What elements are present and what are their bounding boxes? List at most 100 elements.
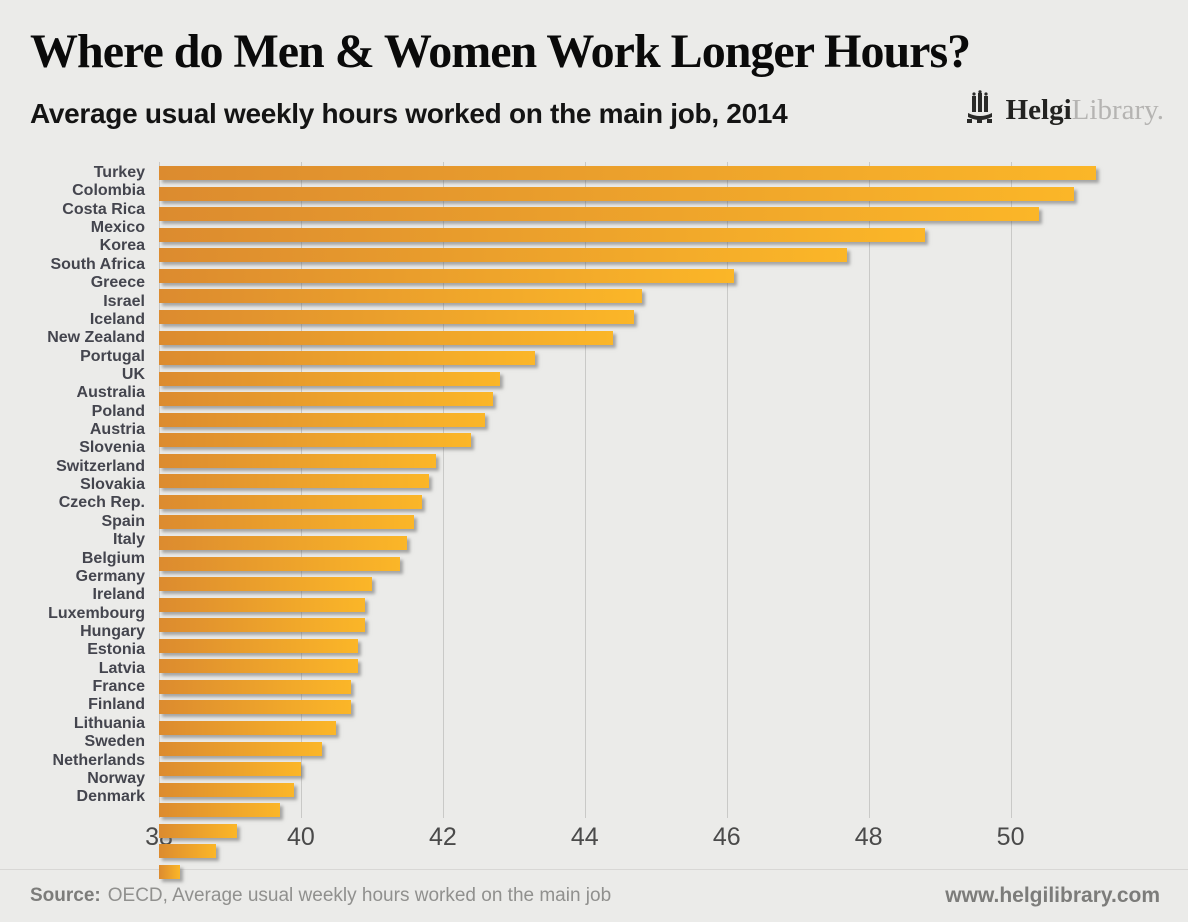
bar-norway — [159, 844, 216, 859]
bar-row — [159, 618, 1188, 636]
bar-belgium — [159, 597, 365, 612]
gridline — [1010, 162, 1012, 818]
category-label: Denmark — [76, 788, 145, 806]
bar-row — [159, 248, 1188, 266]
source-text: OECD, Average usual weekly hours worked … — [107, 885, 612, 906]
bar-row — [159, 720, 1188, 739]
bar-row — [159, 597, 1188, 616]
x-tick-label: 46 — [712, 823, 741, 851]
bar-row — [159, 515, 1188, 533]
library-logo-icon — [964, 90, 1000, 131]
category-label: Sweden — [84, 733, 145, 751]
bar-switzerland — [159, 494, 422, 509]
bar-israel — [159, 310, 635, 325]
source-note: Source: OECD, Average usual weekly hours … — [30, 885, 611, 907]
bar-denmark — [159, 864, 181, 879]
bar-row — [159, 371, 1188, 390]
x-tick-label: 48 — [854, 823, 883, 851]
bar-uk — [159, 392, 493, 407]
x-tick-label: 42 — [428, 823, 457, 851]
footer: Source: OECD, Average usual weekly hours … — [0, 869, 1188, 922]
bar-row — [159, 289, 1188, 307]
category-label: Turkey — [93, 164, 145, 181]
bar-row — [159, 392, 1188, 410]
bar-ireland — [159, 638, 358, 653]
bar-poland — [159, 433, 472, 448]
bar-france — [159, 741, 323, 756]
helgi-library-logo: HelgiLibrary. — [964, 90, 1164, 131]
category-label: Colombia — [72, 182, 145, 200]
bar-row — [159, 433, 1188, 451]
category-label: South Africa — [50, 255, 145, 273]
category-label: Mexico — [90, 219, 145, 237]
bar-germany — [159, 618, 365, 633]
category-label: Costa Rica — [62, 200, 145, 218]
x-tick-label: 50 — [996, 823, 1025, 851]
bar-row — [159, 577, 1188, 595]
bar-row — [159, 330, 1188, 349]
bar-row — [159, 556, 1188, 575]
bar-austria — [159, 453, 436, 468]
plot-area — [159, 162, 1188, 879]
gridline — [868, 162, 870, 818]
category-label: Belgium — [81, 549, 145, 567]
bar-mexico — [159, 227, 926, 242]
bar-colombia — [159, 186, 1075, 201]
category-label: Hungary — [80, 622, 145, 640]
category-label: Czech Rep. — [58, 494, 145, 512]
bar-new-zealand — [159, 351, 536, 366]
bar-italy — [159, 577, 372, 592]
category-label: Portugal — [80, 347, 145, 365]
bar-slovakia — [159, 515, 415, 530]
logo-brand-bold: Helgi — [1005, 94, 1072, 126]
category-label: Luxembourg — [48, 604, 145, 622]
bar-south-africa — [159, 268, 734, 283]
bar-row — [159, 207, 1188, 225]
bar-finland — [159, 762, 301, 777]
gridline — [159, 162, 160, 818]
category-label: Korea — [99, 237, 145, 255]
gridline — [584, 162, 586, 818]
bar-row — [159, 351, 1188, 369]
category-label: France — [92, 678, 145, 696]
page-title: Where do Men & Women Work Longer Hours? — [30, 25, 971, 78]
category-label: Slovenia — [79, 439, 145, 457]
bar-row — [159, 453, 1188, 472]
category-label: New Zealand — [47, 329, 145, 347]
bar-sweden — [159, 803, 280, 818]
bar-row — [159, 864, 1188, 883]
bar-lithuania — [159, 782, 294, 797]
bar-korea — [159, 248, 848, 263]
bar-spain — [159, 556, 401, 571]
bar-greece — [159, 289, 642, 304]
category-label: Netherlands — [52, 751, 145, 769]
category-label: Australia — [76, 384, 145, 402]
category-label: Slovakia — [80, 476, 145, 494]
bar-row — [159, 700, 1188, 718]
gridline — [442, 162, 444, 818]
bar-row — [159, 741, 1188, 760]
bar-row — [159, 536, 1188, 554]
category-label: Spain — [101, 512, 145, 530]
bar-row — [159, 166, 1188, 184]
x-tick-label: 44 — [570, 823, 599, 851]
bar-latvia — [159, 720, 337, 735]
bar-row — [159, 494, 1188, 513]
category-labels: Turkey Colombia Costa Rica Mexico Korea South… — [0, 164, 145, 807]
bar-row — [159, 844, 1188, 862]
bar-row — [159, 186, 1188, 205]
bar-row — [159, 762, 1188, 780]
category-label: Latvia — [98, 659, 145, 677]
bar-australia — [159, 412, 486, 427]
bar-row — [159, 638, 1188, 657]
bar-portugal — [159, 371, 500, 386]
bar-row — [159, 227, 1188, 246]
category-label: Austria — [89, 421, 145, 439]
bar-row — [159, 268, 1188, 287]
x-tick-label: 40 — [287, 823, 315, 851]
category-label: Poland — [91, 402, 145, 420]
bar-row — [159, 823, 1188, 842]
gridline — [726, 162, 728, 818]
logo-wordmark: HelgiLibrary. — [1006, 96, 1164, 125]
bar-row — [159, 782, 1188, 801]
